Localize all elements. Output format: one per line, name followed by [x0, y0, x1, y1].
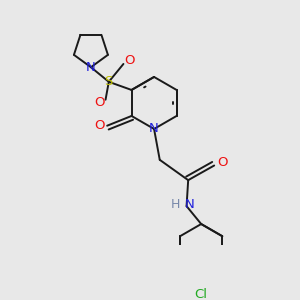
Text: O: O: [94, 119, 104, 132]
Text: S: S: [105, 75, 113, 88]
Text: N: N: [149, 122, 159, 136]
Text: Cl: Cl: [195, 288, 208, 300]
Text: O: O: [217, 156, 228, 169]
Text: O: O: [125, 54, 135, 67]
Text: N: N: [185, 198, 195, 211]
Text: N: N: [86, 61, 96, 74]
Text: H: H: [170, 198, 180, 211]
Text: O: O: [94, 97, 104, 110]
